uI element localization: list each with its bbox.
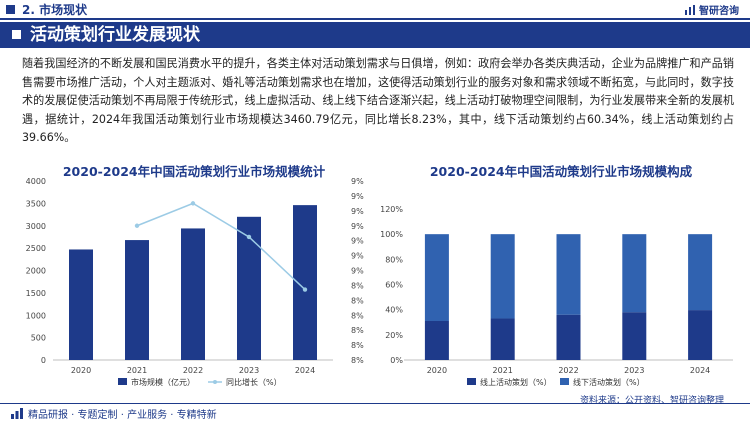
y-left-tick-label: 500	[31, 334, 46, 343]
brand-logo: 智研咨询	[684, 2, 739, 17]
y-tick-label: 60%	[385, 281, 403, 290]
y-left-tick-label: 2500	[26, 244, 46, 253]
point-growth	[302, 287, 308, 292]
header-divider	[0, 18, 750, 20]
y-left-tick-label: 2000	[26, 267, 46, 276]
y-tick-label: 100%	[380, 230, 403, 239]
logo-text: 智研咨询	[699, 6, 739, 17]
y-right-tick-label: 8%	[351, 281, 364, 290]
bar-market-size	[181, 228, 205, 360]
point-growth	[190, 201, 196, 206]
chart2-title: 2020-2024年中国活动策划行业市场规模构成	[429, 164, 693, 179]
bar-market-size	[69, 249, 93, 360]
chart1-title: 2020-2024年中国活动策划行业市场规模统计	[62, 164, 326, 179]
y-right-tick-label: 9%	[351, 222, 364, 231]
footer-tagline: 精品研报 · 专题定制 · 产业服务 · 专精特新	[10, 406, 217, 421]
y-right-tick-label: 9%	[351, 192, 364, 201]
y-right-tick-label: 9%	[351, 267, 364, 276]
x-tick-label: 2021	[493, 366, 513, 375]
market-size-chart: 0 500 1000 1500 2000 2500 3000 3500 4000 8% 8% 8% 8%…	[26, 177, 364, 387]
legend-swatch-online	[467, 378, 476, 385]
y-left-tick-label: 3000	[26, 222, 46, 231]
bar-online	[490, 318, 515, 360]
bar-market-size	[237, 216, 261, 360]
x-tick-label: 2020	[71, 366, 91, 375]
y-tick-label: 20%	[385, 331, 403, 340]
bar-offline	[424, 234, 449, 321]
y-right-tick-label: 9%	[351, 207, 364, 216]
legend-swatch-market-size	[118, 378, 127, 385]
y-tick-label: 0%	[390, 356, 403, 365]
series-line-growth	[136, 202, 306, 291]
y-right-tick-label: 8%	[351, 356, 364, 365]
footer-divider	[0, 403, 750, 404]
y-right-tick-label: 8%	[351, 326, 364, 335]
legend-marker-growth	[213, 380, 217, 384]
y-right-tick-label: 9%	[351, 177, 364, 186]
y-left-tick-label: 4000	[26, 177, 46, 186]
y-right-tick-label: 8%	[351, 341, 364, 350]
legend-label-market-size: 市场规模（亿元）	[131, 377, 195, 387]
bar-online	[688, 310, 713, 360]
body-paragraph: 随着我国经济的不断发展和国民消费水平的提升，各类主体对活动策划需求与日俱增，例如…	[22, 57, 734, 144]
y-right-tick-label: 9%	[351, 237, 364, 246]
x-tick-label: 2022	[183, 366, 203, 375]
point-growth	[134, 223, 140, 228]
bar-online	[424, 320, 449, 360]
section-title: 2. 市场现状	[22, 3, 88, 17]
banner-square-icon	[12, 30, 21, 39]
y-right-tick-label: 8%	[351, 311, 364, 320]
footer-bar-icon	[11, 407, 23, 419]
source-note: 资料来源：公开资料、智研咨询整理	[580, 396, 725, 406]
y-left-tick-label: 0	[41, 356, 46, 365]
legend-label-online: 线上活动策划（%）	[480, 377, 552, 387]
x-tick-label: 2023	[624, 366, 644, 375]
bar-offline	[622, 234, 647, 313]
legend-swatch-offline	[560, 378, 569, 385]
y-left-tick-label: 1000	[26, 311, 46, 320]
bar-online	[556, 314, 581, 360]
page-title: 活动策划行业发展现状	[30, 25, 200, 45]
legend-label-growth: 同比增长（%）	[226, 377, 282, 387]
point-growth	[246, 234, 252, 240]
section-marker	[6, 5, 15, 14]
y-left-tick-label: 1500	[26, 289, 46, 298]
bar-offline	[688, 234, 713, 311]
x-tick-label: 2021	[127, 366, 147, 375]
bar-logo-icon	[685, 4, 695, 15]
y-tick-label: 120%	[380, 205, 403, 214]
x-tick-label: 2020	[427, 366, 447, 375]
legend-label-offline: 线下活动策划（%）	[573, 377, 645, 387]
bar-offline	[490, 234, 515, 319]
y-left-tick-label: 3500	[26, 199, 46, 208]
bar-market-size	[125, 240, 149, 360]
title-banner	[0, 22, 750, 48]
y-tick-label: 80%	[385, 255, 403, 264]
market-composition-chart: 0% 20% 40% 60% 80% 100% 120% 2020 2021 2022 2023 20…	[380, 205, 733, 387]
bar-offline	[556, 234, 581, 315]
x-tick-label: 2022	[558, 366, 578, 375]
y-right-tick-label: 9%	[351, 252, 364, 261]
x-tick-label: 2024	[690, 366, 710, 375]
bar-online	[622, 312, 647, 360]
y-right-tick-label: 8%	[351, 296, 364, 305]
x-tick-label: 2024	[295, 366, 315, 375]
y-tick-label: 40%	[385, 306, 403, 315]
footer-text: 精品研报 · 专题定制 · 产业服务 · 专精特新	[28, 410, 217, 421]
x-tick-label: 2023	[239, 366, 259, 375]
